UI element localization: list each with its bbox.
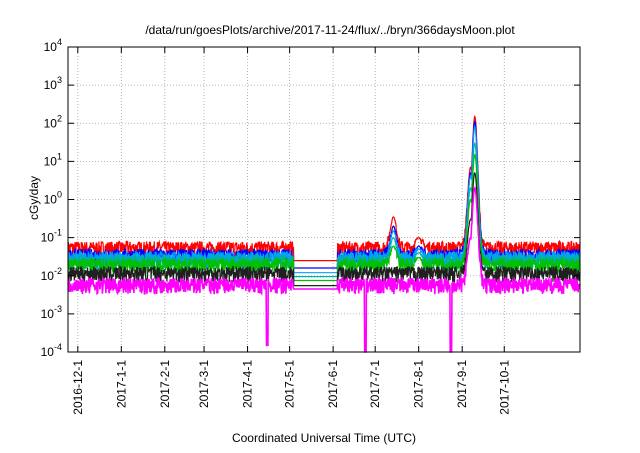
y-tick-label: 104	[44, 37, 62, 54]
x-tick-label: 2017-10-1	[497, 360, 511, 415]
series-line	[67, 153, 581, 282]
x-tick-label: 2017-2-1	[158, 360, 172, 408]
y-tick-label: 100	[44, 190, 62, 207]
x-tick-label: 2017-1-1	[114, 360, 128, 408]
y-tick-label: 10-4	[41, 342, 62, 359]
series-line	[67, 186, 581, 353]
x-tick-label: 2016-12-1	[71, 360, 85, 415]
y-axis-label: cGy/day	[27, 176, 41, 220]
y-tick-label: 103	[44, 75, 62, 92]
x-tick-label: 2017-5-1	[283, 360, 297, 408]
series-line	[67, 114, 581, 262]
x-tick-label: 2017-8-1	[412, 360, 426, 408]
x-axis: 2016-12-1 2017-1-1 2017-2-1 2017-3-1 2017-4-…	[71, 47, 511, 415]
x-tick-label: 2017-9-1	[455, 360, 469, 408]
x-axis-label: Coordinated Universal Time (UTC)	[232, 431, 416, 445]
grid-layer	[68, 47, 580, 352]
y-tick-label: 102	[44, 113, 62, 130]
x-tick-label: 2017-6-1	[326, 360, 340, 408]
series-line	[67, 171, 581, 287]
series-layer	[67, 114, 581, 353]
y-tick-label: 10-1	[41, 228, 62, 245]
chart-title: /data/run/goesPlots/archive/2017-11-24/f…	[145, 23, 515, 37]
y-tick-label: 101	[44, 151, 62, 168]
y-tick-label: 10-2	[41, 266, 62, 283]
y-tick-label: 10-3	[41, 304, 62, 321]
x-tick-label: 2017-3-1	[197, 360, 211, 408]
x-tick-label: 2017-7-1	[368, 360, 382, 408]
x-tick-label: 2017-4-1	[241, 360, 255, 408]
